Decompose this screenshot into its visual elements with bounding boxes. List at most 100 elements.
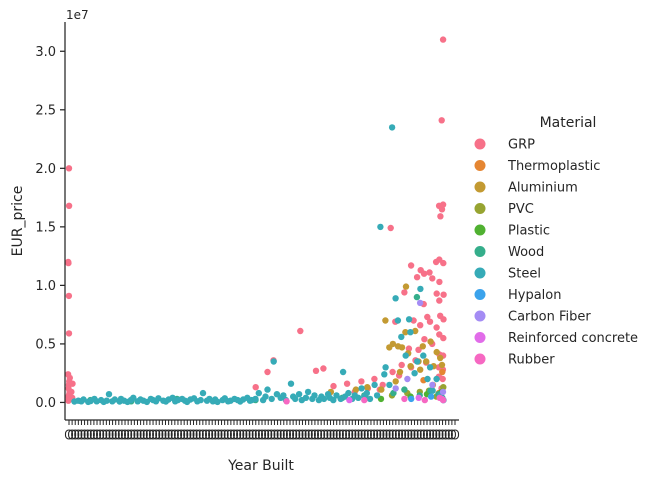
data-point bbox=[280, 392, 287, 399]
x-tick-label-overlap bbox=[236, 429, 245, 440]
x-tick-label-overlap bbox=[167, 429, 176, 440]
x-tick-label-overlap bbox=[335, 429, 344, 440]
x-tick-label-overlap bbox=[105, 429, 114, 440]
y-tick-label: 0.0 bbox=[35, 396, 56, 411]
data-point bbox=[433, 290, 440, 297]
data-point bbox=[287, 380, 295, 387]
data-point bbox=[387, 224, 394, 232]
x-tick-label-overlap bbox=[301, 429, 310, 440]
data-point bbox=[408, 395, 415, 403]
data-point bbox=[264, 368, 271, 376]
x-tick-label-overlap bbox=[214, 429, 223, 440]
data-point bbox=[268, 395, 275, 403]
data-point bbox=[355, 394, 362, 401]
data-point bbox=[311, 392, 318, 399]
data-point bbox=[413, 293, 421, 301]
x-tick-label-overlap bbox=[142, 429, 151, 440]
x-tick-label-overlap bbox=[407, 429, 416, 440]
x-tick-label-overlap bbox=[102, 429, 111, 440]
data-point bbox=[423, 358, 430, 365]
x-tick-label-overlap bbox=[74, 429, 83, 440]
data-point bbox=[417, 285, 424, 293]
x-tick-label-overlap bbox=[148, 429, 158, 440]
data-point bbox=[426, 269, 433, 276]
data-point bbox=[373, 392, 381, 399]
x-tick-label-overlap bbox=[276, 429, 285, 440]
x-tick-label-overlap bbox=[192, 429, 201, 440]
data-point bbox=[437, 354, 444, 362]
x-tick-label-overlap bbox=[133, 429, 142, 440]
x-tick-label-overlap bbox=[307, 429, 316, 440]
x-tick-label-overlap bbox=[345, 429, 354, 440]
data-point bbox=[65, 259, 72, 267]
legend-label: GRP bbox=[508, 138, 535, 153]
x-tick-label-overlap bbox=[422, 429, 432, 440]
y-tick-label: 3.0 bbox=[35, 45, 56, 60]
data-point bbox=[433, 348, 440, 356]
x-tick-label-overlap bbox=[370, 429, 379, 440]
y-tick-label: 2.5 bbox=[35, 103, 56, 118]
data-point bbox=[407, 363, 414, 370]
data-point bbox=[343, 380, 351, 387]
data-point bbox=[197, 396, 204, 404]
data-point bbox=[394, 317, 402, 324]
data-point bbox=[270, 358, 277, 365]
y-axis-label: EUR_price bbox=[10, 186, 26, 257]
legend-marker bbox=[474, 246, 486, 257]
x-tick-label-overlap bbox=[391, 429, 400, 440]
x-tick-label-overlap bbox=[68, 429, 77, 440]
x-tick-label-overlap bbox=[257, 429, 267, 440]
x-tick-label-overlap bbox=[198, 429, 207, 440]
x-tick-label-overlap bbox=[279, 429, 288, 440]
x-tick-label-overlap bbox=[410, 429, 419, 440]
x-tick-label-overlap bbox=[130, 429, 139, 440]
data-point bbox=[412, 327, 419, 335]
x-tick-label-overlap bbox=[164, 429, 173, 440]
data-point bbox=[436, 297, 443, 304]
data-point bbox=[411, 370, 418, 377]
data-point bbox=[352, 386, 360, 393]
x-tick-label-overlap bbox=[267, 429, 276, 440]
x-tick-label-overlap bbox=[195, 429, 204, 440]
x-tick-label-overlap bbox=[441, 429, 450, 440]
data-point bbox=[405, 316, 413, 323]
x-tick-label-overlap bbox=[251, 429, 260, 440]
data-point bbox=[199, 389, 207, 397]
data-point bbox=[283, 398, 290, 405]
x-tick-label-overlap bbox=[388, 429, 397, 440]
data-point bbox=[392, 385, 399, 392]
x-tick-label-overlap bbox=[173, 429, 183, 440]
data-point bbox=[405, 345, 413, 352]
x-tick-label-overlap bbox=[285, 429, 295, 440]
data-point bbox=[402, 329, 409, 336]
legend-label: Hypalon bbox=[508, 288, 562, 303]
data-point bbox=[440, 334, 447, 342]
x-tick-label-overlap bbox=[295, 429, 304, 440]
x-tick-label-overlap bbox=[170, 429, 179, 440]
x-tick-label-overlap bbox=[92, 429, 102, 440]
data-point bbox=[438, 117, 445, 124]
data-point bbox=[65, 330, 73, 337]
data-point bbox=[103, 397, 110, 404]
data-point bbox=[363, 389, 370, 397]
data-point bbox=[252, 395, 259, 403]
data-point bbox=[429, 381, 436, 389]
data-point bbox=[402, 352, 409, 359]
x-tick-label-overlap bbox=[351, 429, 360, 440]
x-tick-label-overlap bbox=[326, 429, 335, 440]
data-point bbox=[421, 396, 428, 404]
x-tick-label-overlap bbox=[320, 429, 329, 440]
data-point bbox=[437, 213, 444, 220]
data-point bbox=[382, 364, 389, 371]
data-point bbox=[320, 365, 327, 372]
y-tick-label: 0.5 bbox=[35, 337, 56, 352]
data-point bbox=[429, 275, 436, 282]
legend-marker bbox=[474, 181, 486, 193]
data-point bbox=[440, 259, 447, 267]
x-tick-label-overlap bbox=[220, 429, 229, 440]
x-tick-label-overlap bbox=[357, 429, 366, 440]
x-tick-label-overlap bbox=[282, 429, 291, 440]
data-point bbox=[389, 340, 397, 348]
legend-marker bbox=[474, 267, 486, 279]
data-point bbox=[330, 382, 337, 390]
